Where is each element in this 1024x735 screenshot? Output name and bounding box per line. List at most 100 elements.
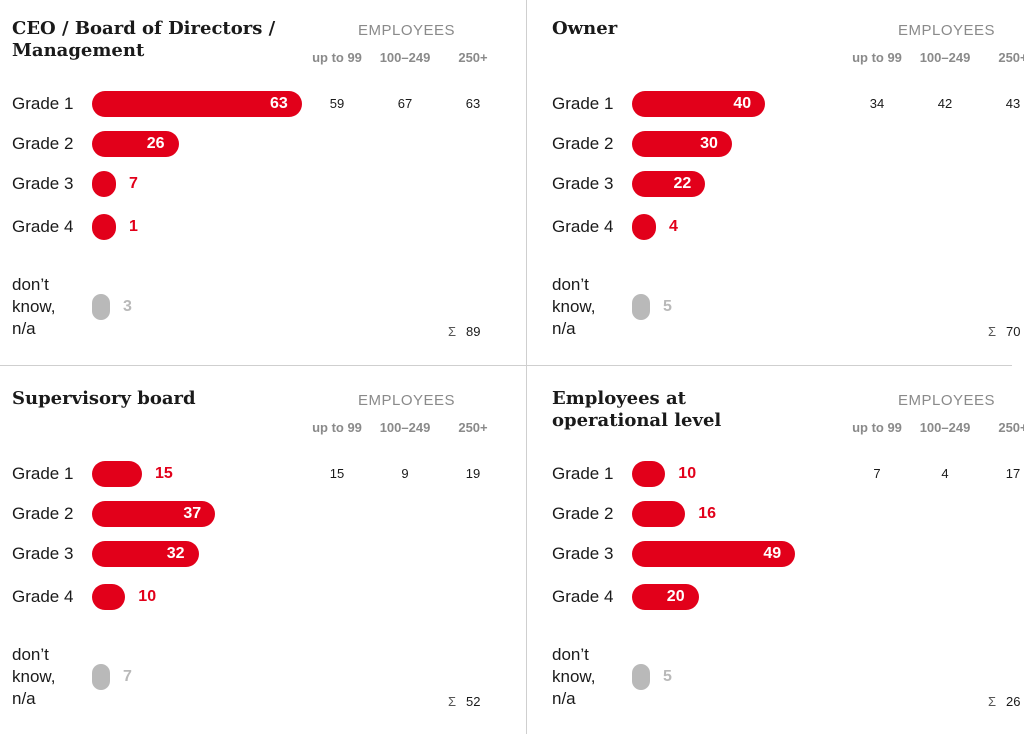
bar-value-label: 7 [129,175,138,192]
employees-header: EMPLOYEES [898,22,996,39]
sigma-icon: Σ [988,324,997,339]
bar [632,501,686,527]
grade1-size-value: 4 [941,466,949,481]
bar-value-label: 10 [138,588,157,605]
grade1-size-value: 59 [329,96,345,111]
company-size-label: 100–249 [919,50,971,65]
bar-value-label: 15 [154,465,173,482]
grade1-size-value: 9 [401,466,409,481]
grade1-size-value: 42 [937,96,953,111]
company-size-label: up to 99 [852,420,902,435]
chart-panel: Supervisory board EMPLOYEES up to 99 100–24… [0,370,512,735]
bar-value-label: 22 [673,175,692,192]
bar-value-label: 1 [129,218,138,235]
bar [632,541,796,567]
chart-title: Owner [552,18,618,39]
category-label: Grade 4 [12,587,74,606]
category-label: Grade 3 [552,174,614,193]
total-value: 70 [1006,324,1021,339]
category-label: Grade 2 [12,504,74,523]
bar-value-label: 3 [123,298,132,315]
bar-value-label: 49 [763,545,782,562]
category-label: Grade 1 [552,94,614,113]
category-label: Grade 1 [12,94,74,113]
bar-value-label: 30 [700,135,718,152]
bar [92,131,179,157]
category-label: Grade 4 [552,217,614,236]
bar-na [92,294,110,320]
category-label: Grade 2 [552,504,614,523]
company-size-label: 250+ [458,50,488,65]
bar-value-label: 32 [166,545,185,562]
total-value: 89 [466,324,481,339]
chart-panel: Employees at operational level EMPLOYEES u… [540,370,1024,735]
bar [92,214,116,240]
grade1-size-value: 34 [869,96,885,111]
company-size-label: 100–249 [919,420,971,435]
company-size-label: 250+ [458,420,488,435]
sigma-icon: Σ [448,324,457,339]
bar [632,131,732,157]
category-label: Grade 3 [12,174,74,193]
bar [92,584,126,610]
category-label: Grade 1 [552,464,614,483]
company-size-label: 250+ [998,50,1024,65]
bar-value-label: 26 [146,135,165,152]
total-count: Σ 70 [988,324,1021,339]
company-size-label: 100–249 [379,420,431,435]
vertical-divider [526,0,527,734]
bar [92,461,142,487]
bar [92,91,302,117]
grade1-size-value: 67 [397,96,413,111]
employees-header: EMPLOYEES [358,22,456,39]
bar [92,501,216,527]
bar-value-label: 7 [123,668,132,685]
grade1-size-value: 19 [465,466,481,481]
company-size-label: up to 99 [312,420,362,435]
grade1-size-value: 7 [873,466,881,481]
employees-header: EMPLOYEES [358,392,456,409]
sigma-icon: Σ [988,694,997,709]
total-count: Σ 89 [448,324,481,339]
category-label: Grade 1 [12,464,74,483]
category-label-na: don’t know, n/a [552,645,596,708]
category-label: Grade 2 [12,134,74,153]
bar [92,541,199,567]
category-label: Grade 2 [552,134,614,153]
company-size-label: 250+ [998,420,1024,435]
total-value: 26 [1006,694,1021,709]
grade1-size-value: 17 [1005,466,1021,481]
bar-value-label: 20 [666,588,685,605]
company-size-label: 100–249 [379,50,431,65]
bar [632,584,699,610]
category-label: Grade 4 [552,587,614,606]
bar-value-label: 63 [269,95,288,112]
bar [92,171,116,197]
employees-header: EMPLOYEES [898,392,996,409]
bar-value-label: 4 [669,218,678,235]
bar [632,214,656,240]
bar-value-label: 40 [733,95,752,112]
company-size-label: up to 99 [312,50,362,65]
bar-na [632,294,650,320]
grade1-size-value: 43 [1005,96,1021,111]
chart-panel: CEO / Board of Directors / Management EMP… [0,0,512,365]
company-size-label: up to 99 [852,50,902,65]
bar [632,91,766,117]
horizontal-divider [0,365,1012,366]
category-label-na: don’t know, n/a [12,645,56,708]
bar-na [632,664,650,690]
grade1-size-value: 15 [329,466,345,481]
bar-value-label: 37 [183,505,202,522]
chart-title: Supervisory board [12,388,196,409]
category-label: Grade 4 [12,217,74,236]
bar [632,461,666,487]
category-label: Grade 3 [12,544,74,563]
total-value: 52 [466,694,481,709]
category-label: Grade 3 [552,544,614,563]
total-count: Σ 26 [988,694,1021,709]
bar-value-label: 16 [698,505,717,522]
bar [632,171,706,197]
chart-title: CEO / Board of Directors / Management [12,18,276,61]
total-count: Σ 52 [448,694,481,709]
